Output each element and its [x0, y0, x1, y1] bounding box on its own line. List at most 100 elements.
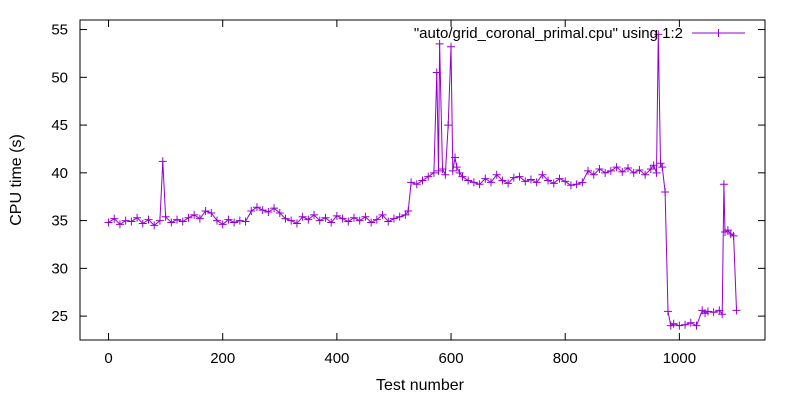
data-point — [561, 177, 570, 186]
data-point — [441, 170, 450, 179]
data-point — [155, 216, 164, 225]
data-point — [487, 178, 495, 187]
x-tick-label: 800 — [553, 350, 578, 367]
data-point — [658, 163, 667, 172]
data-point — [521, 177, 530, 186]
data-point — [161, 212, 170, 221]
data-point — [224, 215, 233, 224]
series-markers — [104, 30, 741, 330]
data-point — [252, 203, 261, 212]
data-point — [635, 165, 644, 174]
data-point — [709, 308, 718, 317]
y-tick-label: 35 — [51, 213, 68, 230]
data-point — [344, 217, 353, 226]
data-point — [681, 320, 690, 329]
data-point — [675, 321, 684, 330]
data-point — [332, 211, 341, 220]
data-point — [195, 214, 204, 223]
data-point — [452, 163, 461, 172]
x-tick-label: 400 — [324, 350, 349, 367]
data-point — [389, 214, 398, 223]
data-point — [281, 214, 290, 223]
x-tick-label: 1000 — [663, 350, 696, 367]
data-point — [275, 208, 284, 217]
data-point — [618, 167, 627, 176]
data-point — [686, 318, 695, 327]
data-point — [458, 172, 467, 181]
data-point — [321, 213, 330, 222]
data-point — [315, 216, 324, 225]
data-point — [718, 310, 727, 319]
data-point — [213, 216, 221, 225]
data-point — [150, 221, 159, 230]
y-tick-label: 30 — [51, 260, 68, 277]
data-point — [654, 30, 663, 39]
data-point — [544, 176, 553, 185]
data-point — [515, 172, 524, 181]
data-point — [310, 210, 319, 219]
axis-ticks — [80, 20, 765, 340]
data-point — [649, 161, 658, 170]
data-point — [338, 214, 347, 223]
data-point — [167, 218, 176, 227]
data-point — [566, 181, 575, 190]
data-point — [612, 163, 621, 172]
data-point — [572, 180, 581, 189]
data-point — [367, 218, 376, 227]
data-point — [298, 212, 307, 221]
legend-entry-label: "auto/grid_coronal_primal.cpu" using 1:2 — [414, 25, 683, 42]
data-point — [669, 319, 678, 328]
data-point — [464, 176, 473, 185]
data-point — [629, 168, 638, 177]
data-point — [732, 306, 741, 315]
data-point — [138, 219, 147, 228]
data-point — [624, 164, 632, 173]
data-point — [601, 168, 610, 177]
data-point — [663, 307, 672, 316]
data-point — [532, 178, 541, 187]
data-point — [384, 217, 393, 226]
data-point — [703, 307, 712, 316]
data-point — [555, 174, 564, 183]
data-point — [418, 176, 427, 185]
data-point — [652, 168, 661, 177]
plot-frame — [79, 19, 766, 341]
data-point — [207, 208, 216, 217]
data-point — [264, 208, 273, 216]
data-point — [549, 179, 558, 188]
data-point — [504, 179, 513, 188]
data-point — [158, 157, 167, 166]
data-point — [429, 168, 438, 177]
data-point — [292, 219, 301, 228]
data-point — [641, 170, 650, 179]
data-point — [438, 165, 447, 174]
data-point — [127, 217, 136, 226]
data-point — [235, 216, 244, 225]
data-point — [355, 216, 364, 225]
data-point — [434, 166, 443, 175]
data-point — [729, 231, 738, 240]
data-point — [287, 216, 296, 225]
x-axis-label: Test number — [376, 377, 465, 394]
data-point — [407, 178, 416, 187]
legend-marker-plus — [714, 29, 723, 37]
data-point — [218, 220, 227, 229]
data-point — [538, 170, 547, 179]
x-tick-label: 200 — [210, 350, 235, 367]
legend-swatch-marker — [714, 29, 723, 37]
data-point — [247, 207, 256, 216]
data-point — [241, 217, 250, 226]
data-point — [104, 218, 113, 227]
data-point — [350, 213, 358, 222]
data-point — [578, 178, 587, 187]
data-point — [448, 166, 457, 175]
series-group — [104, 30, 741, 330]
data-point — [492, 170, 501, 179]
data-point — [481, 174, 490, 183]
data-point — [475, 180, 484, 189]
data-point — [656, 159, 665, 168]
data-point — [361, 212, 370, 221]
y-tick-label: 55 — [51, 22, 68, 39]
series-line — [108, 34, 737, 327]
